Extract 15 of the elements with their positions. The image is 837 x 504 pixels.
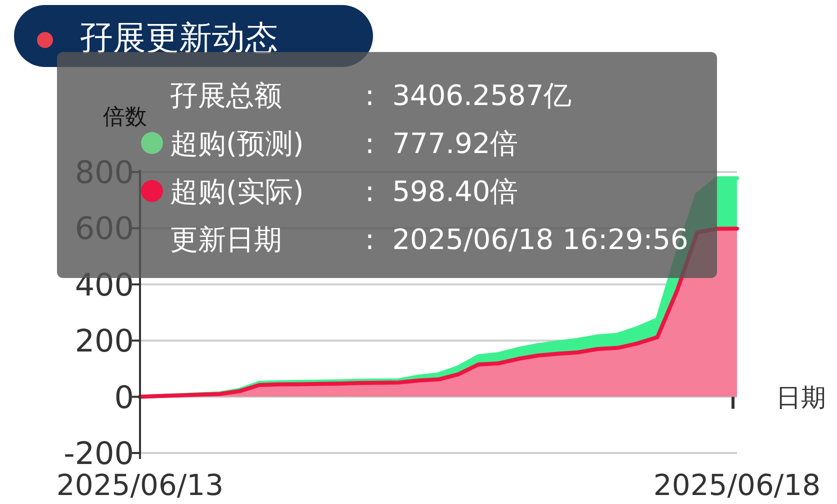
chart-title: 孖展更新动态 <box>80 18 278 57</box>
text: 孖展总额 <box>170 79 282 112</box>
annotation: 更新日期 <box>170 223 282 256</box>
annotation: : 2025/06/18 16:29:56 <box>365 223 688 256</box>
x-axis-title: 日期 <box>776 382 826 412</box>
text: : 777.92倍 <box>365 127 518 160</box>
legend-label: 超购(实际) <box>170 175 304 208</box>
y-tick-label: 0 <box>114 380 134 416</box>
text: : 3406.2587亿 <box>365 79 572 112</box>
annotation: : 598.40倍 <box>365 175 518 208</box>
x-tick-label: 2025/06/18 <box>653 468 821 502</box>
y-tick-label: 400 <box>74 267 134 304</box>
y-tick-label: 200 <box>74 324 134 360</box>
y-axis-title: 倍数 <box>103 105 147 130</box>
legend-label: 超购(预测) <box>170 127 304 160</box>
